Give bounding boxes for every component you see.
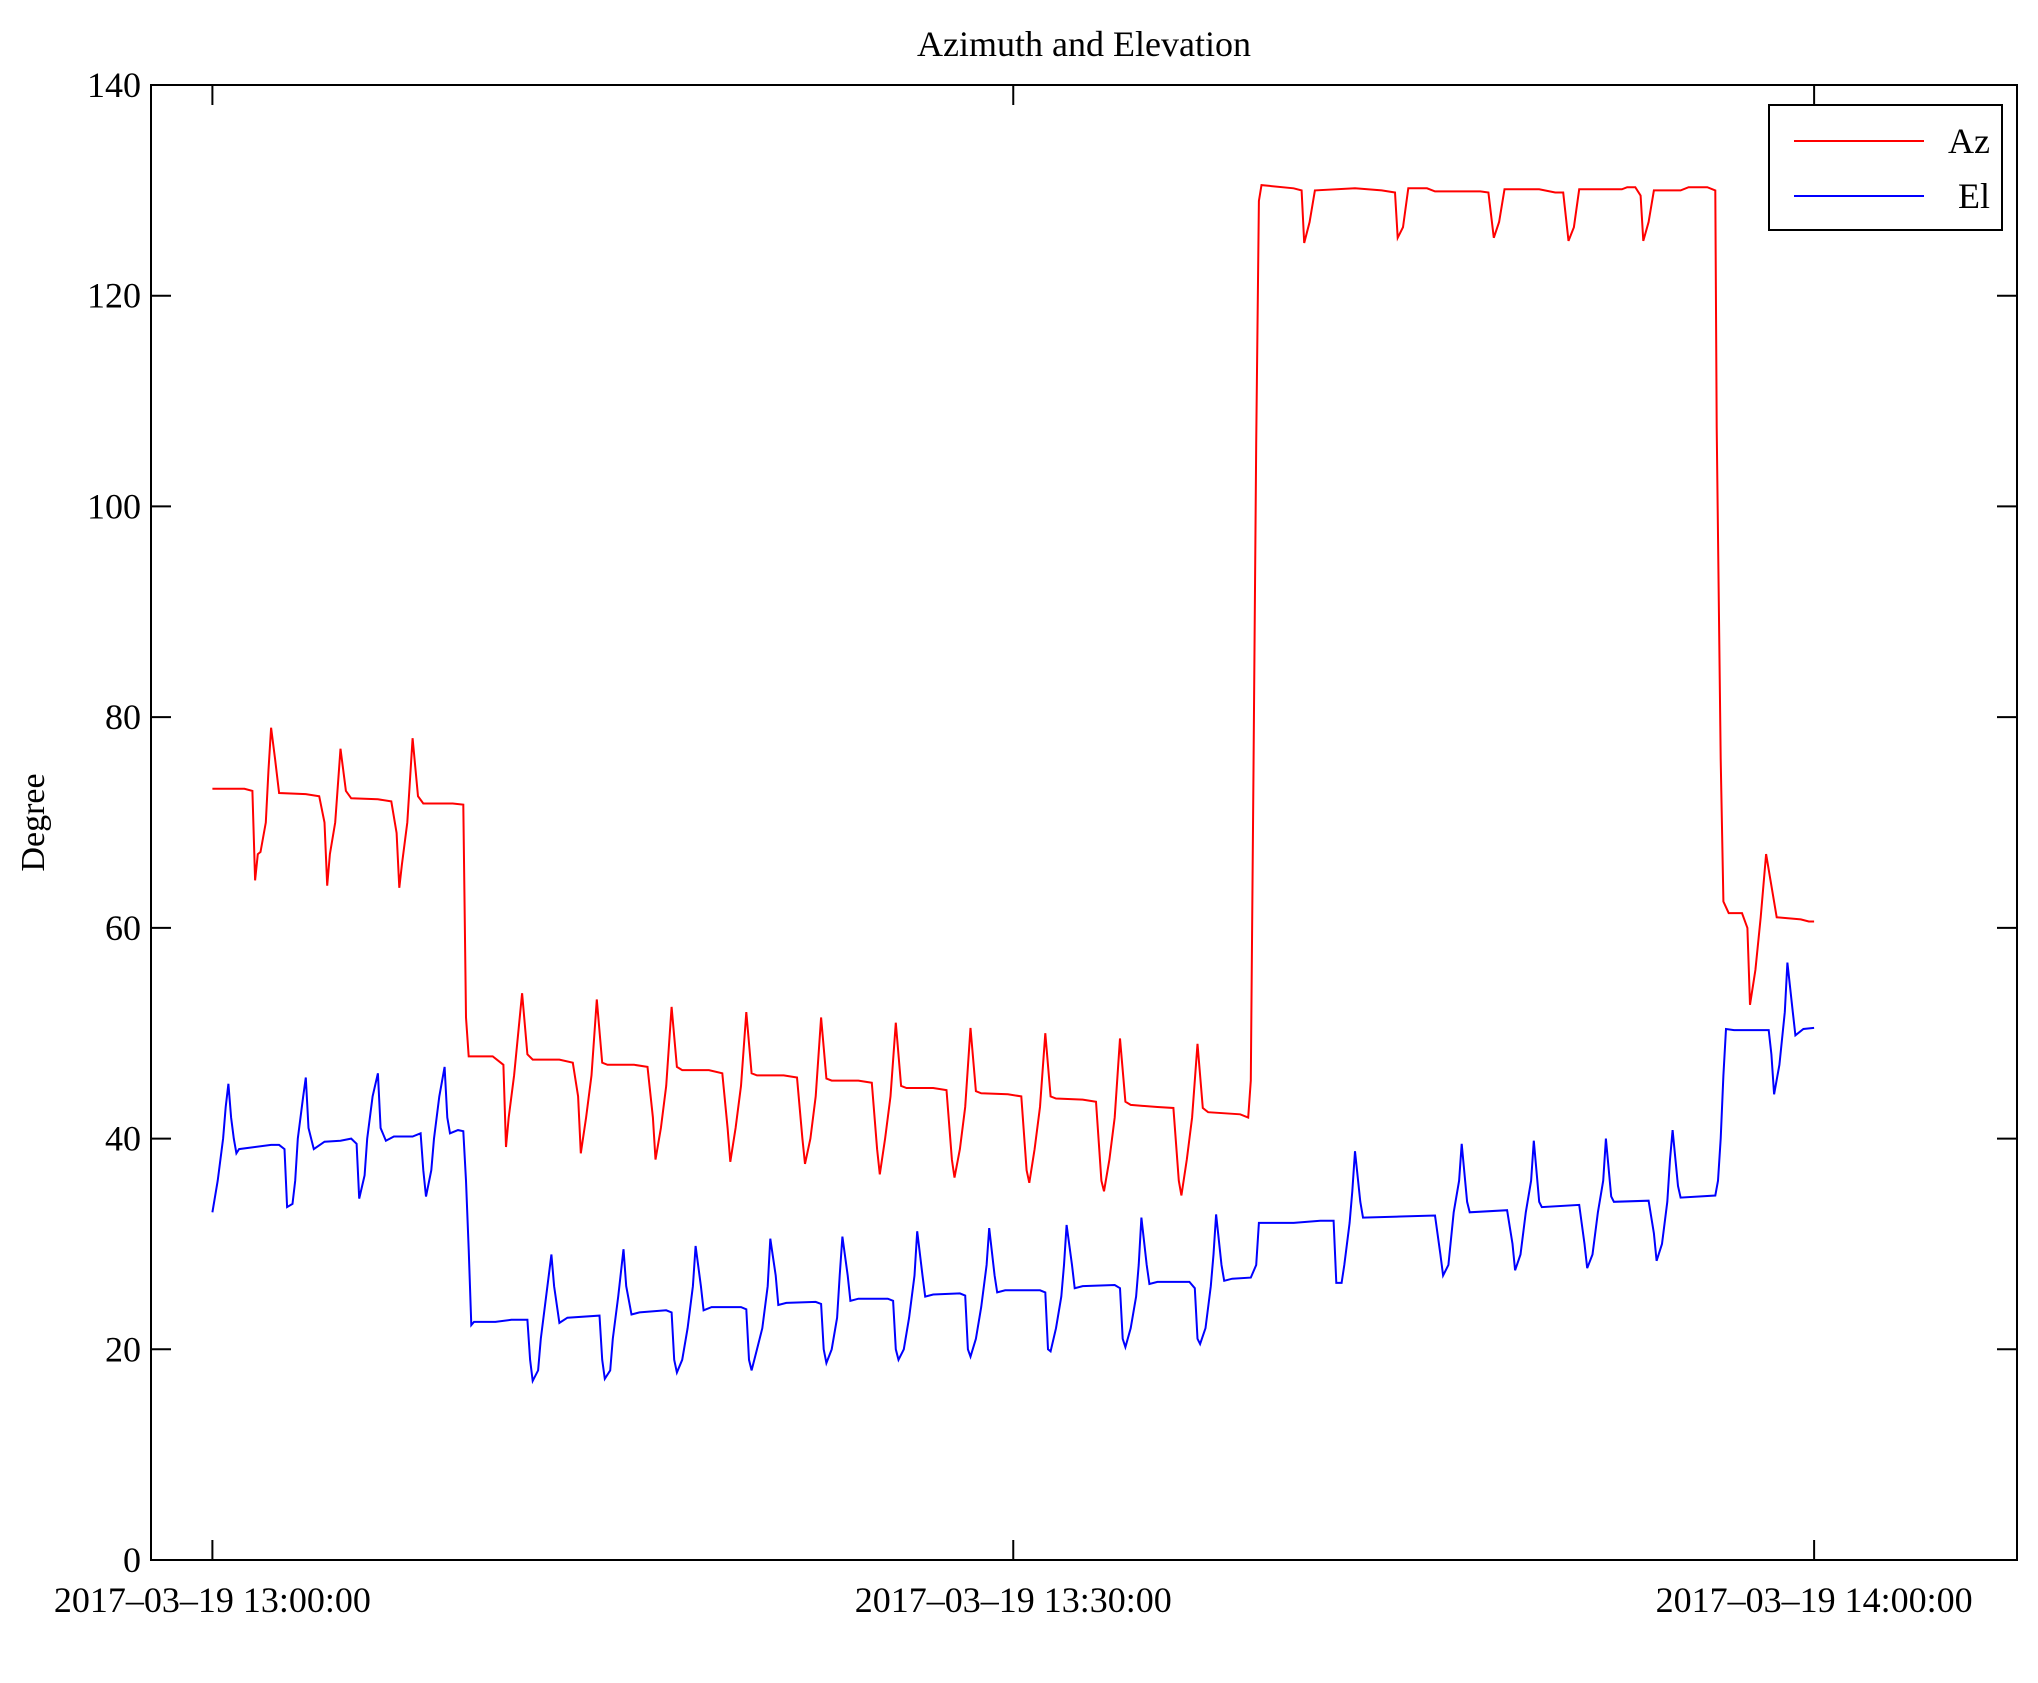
series-line-el [211,962,1815,1385]
x-tick-label: 2017–03–19 14:00:00 [1656,1580,1973,1620]
y-tick-label: 40 [105,1119,141,1159]
x-tick-label: 2017–03–19 13:30:00 [855,1580,1172,1620]
axes-frame [150,84,2018,1561]
y-tick-label: 140 [87,65,141,105]
y-tick-label: 20 [105,1329,141,1369]
legend-label-el: El [1958,176,1990,216]
legend: Az El [1768,104,2003,231]
series-line-az [212,184,1815,1196]
y-tick-label: 80 [105,697,141,737]
legend-box [1768,104,2003,231]
y-tick-label: 120 [87,276,141,316]
plot-area: 0 20 40 60 80 100 120 140 2017–03–19 13:00:00 201… [54,65,2018,1620]
chart-title: Azimuth and Elevation [917,24,1251,64]
legend-label-az: Az [1948,121,1990,161]
x-tick-label: 2017–03–19 13:00:00 [54,1580,371,1620]
y-tick-label: 0 [123,1540,141,1580]
y-tick-label: 100 [87,486,141,526]
y-axis-label: Degree [15,773,52,871]
y-tick-label: 60 [105,908,141,948]
